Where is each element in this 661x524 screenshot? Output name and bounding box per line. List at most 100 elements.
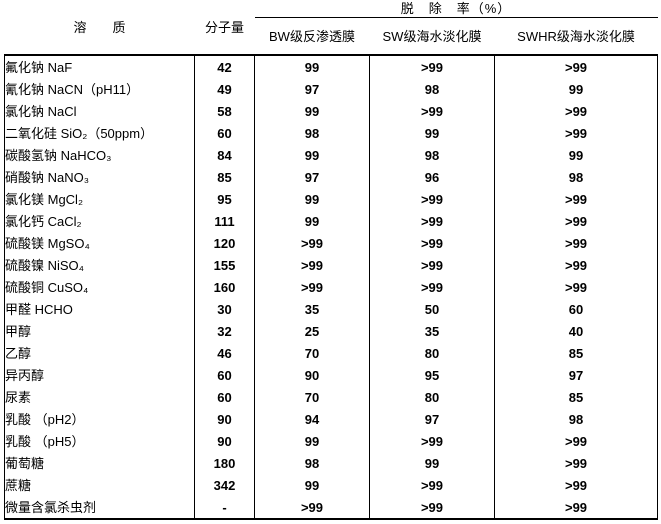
molecular-weight-cell: 58 — [194, 100, 255, 122]
table-row: 氟化钠 NaF 42 99 >99 >99 — [4, 55, 659, 78]
swhr-rejection-cell: 98 — [493, 166, 659, 188]
molecular-weight-cell: 90 — [194, 408, 255, 430]
solute-cell: 葡萄糖 — [4, 452, 195, 474]
bw-rejection-cell: 99 — [254, 210, 370, 232]
swhr-rejection-cell: >99 — [493, 254, 659, 276]
sw-rejection-cell: >99 — [369, 210, 495, 232]
table-row: 氯化钠 NaCl 58 99 >99 >99 — [4, 100, 659, 122]
solute-cell: 甲醇 — [4, 320, 195, 342]
table-row: 硫酸铜 CuSO₄ 160 >99 >99 >99 — [4, 276, 659, 298]
table-row: 微量含氯杀虫剂 - >99 >99 >99 — [4, 496, 659, 520]
swhr-rejection-cell: >99 — [493, 496, 659, 520]
table-row: 乳酸 （pH5） 90 99 >99 >99 — [4, 430, 659, 452]
molecular-weight-cell: 111 — [194, 210, 255, 232]
bw-rejection-cell: 94 — [254, 408, 370, 430]
molecular-weight-cell: 95 — [194, 188, 255, 210]
bw-rejection-cell: 35 — [254, 298, 370, 320]
sw-rejection-cell: >99 — [369, 232, 495, 254]
molecular-weight-cell: 120 — [194, 232, 255, 254]
column-header-solute: 溶 质 — [4, 0, 195, 56]
sw-rejection-cell: >99 — [369, 188, 495, 210]
molecular-weight-cell: 85 — [194, 166, 255, 188]
column-header-sw-membrane: SW级海水淡化膜 — [382, 28, 482, 44]
sw-rejection-cell: 98 — [369, 78, 495, 100]
table-row: 氯化钙 CaCl₂ 111 99 >99 >99 — [4, 210, 659, 232]
swhr-rejection-cell: >99 — [493, 122, 659, 144]
molecular-weight-cell: 84 — [194, 144, 255, 166]
sw-rejection-cell: >99 — [369, 430, 495, 452]
bw-rejection-cell: >99 — [254, 254, 370, 276]
swhr-rejection-cell: >99 — [493, 452, 659, 474]
table-header: 溶 质 分子量 脱 除 率（%） BW级反渗透膜 SW级海水淡化膜 SWHR级海… — [4, 0, 658, 56]
swhr-rejection-cell: 99 — [493, 144, 659, 166]
molecular-weight-cell: 32 — [194, 320, 255, 342]
swhr-rejection-cell: >99 — [493, 188, 659, 210]
header-row-membranes: BW级反渗透膜 SW级海水淡化膜 SWHR级海水淡化膜 — [5, 18, 658, 56]
sw-rejection-cell: 98 — [369, 144, 495, 166]
bw-rejection-cell: 99 — [254, 188, 370, 210]
swhr-rejection-cell: >99 — [493, 100, 659, 122]
solute-cell: 乙醇 — [4, 342, 195, 364]
table-row: 乙醇 46 70 80 85 — [4, 342, 659, 364]
sw-rejection-cell: 80 — [369, 342, 495, 364]
molecular-weight-cell: 42 — [194, 55, 255, 78]
molecular-weight-cell: 60 — [194, 122, 255, 144]
bw-rejection-cell: >99 — [254, 496, 370, 520]
sw-rejection-cell: 80 — [369, 386, 495, 408]
swhr-rejection-cell: 99 — [493, 78, 659, 100]
bw-rejection-cell: >99 — [254, 232, 370, 254]
solute-cell: 尿素 — [4, 386, 195, 408]
table-row: 异丙醇 60 90 95 97 — [4, 364, 659, 386]
swhr-rejection-cell: >99 — [493, 430, 659, 452]
sw-rejection-cell: >99 — [369, 254, 495, 276]
bw-rejection-cell: 97 — [254, 166, 370, 188]
swhr-rejection-cell: 98 — [493, 408, 659, 430]
column-header-rejection-rate-group: 脱 除 率（%） — [254, 0, 658, 18]
sw-rejection-cell: 99 — [369, 122, 495, 144]
swhr-rejection-cell: 97 — [493, 364, 659, 386]
molecular-weight-cell: 160 — [194, 276, 255, 298]
molecular-weight-cell: 90 — [194, 430, 255, 452]
table-row: 尿素 60 70 80 85 — [4, 386, 659, 408]
table-row: 蔗糖 342 99 >99 >99 — [4, 474, 659, 496]
bw-rejection-cell: 70 — [254, 342, 370, 364]
table-row: 碳酸氢钠 NaHCO₃ 84 99 98 99 — [4, 144, 659, 166]
swhr-rejection-cell: >99 — [493, 210, 659, 232]
sw-rejection-cell: >99 — [369, 276, 495, 298]
table-row: 葡萄糖 180 98 99 >99 — [4, 452, 659, 474]
sw-rejection-cell: >99 — [369, 474, 495, 496]
swhr-rejection-cell: >99 — [493, 474, 659, 496]
solute-cell: 微量含氯杀虫剂 — [4, 496, 195, 520]
solute-cell: 氯化钙 CaCl₂ — [4, 210, 195, 232]
swhr-rejection-cell: >99 — [493, 232, 659, 254]
solute-cell: 甲醛 HCHO — [4, 298, 195, 320]
solute-cell: 氰化钠 NaCN（pH11） — [4, 78, 195, 100]
solute-cell: 硫酸镁 MgSO₄ — [4, 232, 195, 254]
bw-rejection-cell: 99 — [254, 144, 370, 166]
column-header-swhr-membrane: SWHR级海水淡化膜 — [517, 28, 635, 44]
solute-cell: 蔗糖 — [4, 474, 195, 496]
sw-rejection-cell: >99 — [369, 496, 495, 520]
table-row: 乳酸 （pH2） 90 94 97 98 — [4, 408, 659, 430]
molecular-weight-cell: 49 — [194, 78, 255, 100]
solute-cell: 氟化钠 NaF — [4, 55, 195, 78]
bw-rejection-cell: >99 — [254, 276, 370, 298]
bw-rejection-cell: 97 — [254, 78, 370, 100]
bw-rejection-cell: 99 — [254, 430, 370, 452]
solute-cell: 二氧化硅 SiO₂（50ppm） — [4, 122, 195, 144]
table-row: 氰化钠 NaCN（pH11） 49 97 98 99 — [4, 78, 659, 100]
solute-cell: 乳酸 （pH2） — [4, 408, 195, 430]
solute-cell: 异丙醇 — [4, 364, 195, 386]
molecular-weight-cell: 155 — [194, 254, 255, 276]
molecular-weight-cell: 180 — [194, 452, 255, 474]
solute-cell: 氯化钠 NaCl — [4, 100, 195, 122]
swhr-rejection-cell: >99 — [493, 55, 659, 78]
header-row-group: 溶 质 分子量 脱 除 率（%） — [4, 0, 658, 56]
sw-rejection-cell: >99 — [369, 100, 495, 122]
bw-rejection-cell: 70 — [254, 386, 370, 408]
table-row: 硝酸钠 NaNO₃ 85 97 96 98 — [4, 166, 659, 188]
bw-rejection-cell: 25 — [254, 320, 370, 342]
table-body: 氟化钠 NaF 42 99 >99 >99 氰化钠 NaCN（pH11） 49 97 98 99 氯… — [4, 55, 659, 520]
solute-cell: 氯化镁 MgCl₂ — [4, 188, 195, 210]
